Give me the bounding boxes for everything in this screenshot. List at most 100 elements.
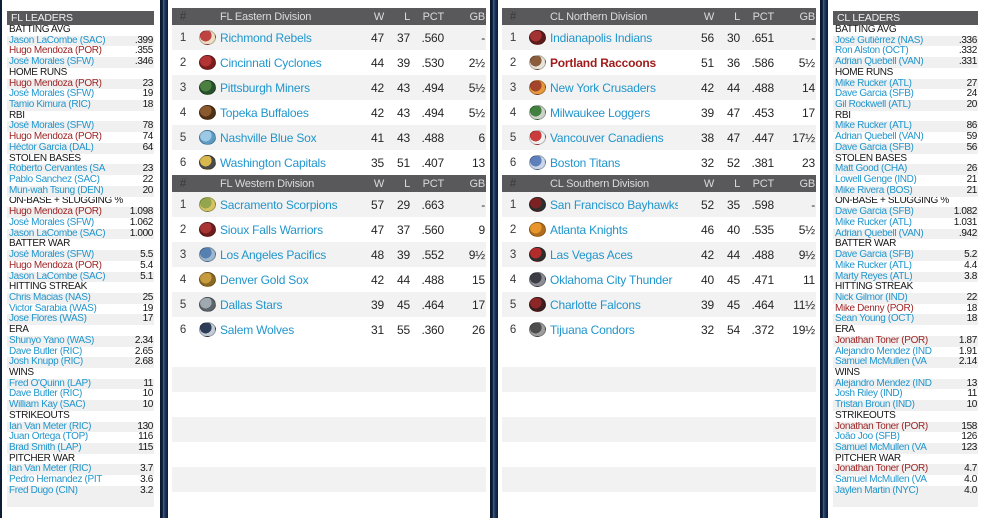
team-name-link[interactable]: Washington Capitals (220, 155, 326, 170)
leader-entry[interactable]: Mike Rucker (ATL) 86 (833, 121, 978, 133)
standings-row[interactable]: 1 Richmond Rebels 47 37 .560 - (172, 25, 486, 50)
leader-entry[interactable]: Dave Garcia (SFB) 1.082 (833, 207, 978, 218)
team-logo[interactable] (528, 222, 546, 237)
player-name-link[interactable]: Ron Alston (OCT) (835, 46, 909, 57)
player-name-link[interactable]: Mike Rucker (ATL) (835, 121, 912, 132)
team-name-link[interactable]: Boston Titans (550, 155, 621, 170)
player-name-link[interactable]: Chris Macias (NAS) (9, 292, 91, 303)
team-name-link[interactable]: Vancouver Canadiens (550, 130, 664, 145)
standings-row[interactable]: 4 Topeka Buffaloes 42 43 .494 5½ (172, 100, 486, 125)
player-name-link[interactable]: Nick Gilmor (IND) (835, 292, 908, 303)
team-logo[interactable] (198, 222, 216, 237)
leader-entry[interactable]: Mike Denny (POR) 18 (833, 304, 978, 315)
standings-row[interactable]: 6 Washington Capitals 35 51 .407 13 (172, 150, 486, 175)
player-name-link[interactable]: Marty Reyes (ATL) (835, 271, 913, 282)
player-name-link[interactable]: Mike Rucker (ATL) (835, 217, 912, 228)
leader-entry[interactable]: Tristan Broun (IND) 10 (833, 400, 978, 411)
leader-entry[interactable]: William Kay (SAC) 10 (7, 400, 154, 411)
team-name-link[interactable]: San Francisco Bayhawks (550, 197, 678, 212)
standings-row[interactable]: 6 Salem Wolves 31 55 .360 26 (172, 317, 486, 342)
standings-row[interactable]: 4 Denver Gold Sox 42 44 .488 15 (172, 267, 486, 292)
player-name-link[interactable]: Mun-wah Tsung (DEN) (9, 185, 104, 196)
leader-entry[interactable]: Mike Rucker (ATL) 27 (833, 78, 978, 90)
player-name-link[interactable]: Jaylen Martin (NYC) (835, 485, 919, 496)
leader-entry[interactable]: José Morales (SFW) 19 (7, 89, 154, 100)
player-name-link[interactable]: Dave Butler (RIC) (9, 346, 82, 357)
player-name-link[interactable]: José Morales (SFW) (9, 217, 94, 228)
player-name-link[interactable]: Mike Rucker (ATL) (835, 260, 912, 271)
leader-entry[interactable]: Jonathan Toner (POR) 4.7 (833, 464, 978, 476)
standings-row[interactable]: 1 San Francisco Bayhawks 52 35 .598 - (502, 192, 816, 217)
team-logo[interactable] (528, 105, 546, 120)
leader-entry[interactable]: Ian Van Meter (RIC) 130 (7, 421, 154, 433)
player-name-link[interactable]: Juan Ortega (TOP) (9, 432, 88, 443)
leader-entry[interactable]: Pedro Hernandez (PIT 3.6 (7, 475, 154, 486)
leader-entry[interactable]: Dave Butler (RIC) 10 (7, 389, 154, 400)
leader-entry[interactable]: Matt Good (CHA) 26 (833, 164, 978, 176)
player-name-link[interactable]: Ian Van Meter (RIC) (9, 421, 92, 432)
player-name-link[interactable]: Dave Garcia (SFB) (835, 142, 914, 153)
player-name-link[interactable]: Jason LaCombe (SAC) (9, 228, 106, 239)
team-logo[interactable] (528, 272, 546, 287)
team-name-link[interactable]: Tijuana Condors (550, 322, 635, 337)
player-name-link[interactable]: José Gutiérrez (NAS) (835, 35, 924, 46)
leader-entry[interactable]: Alejandro Mendez (IND 13 (833, 378, 978, 390)
team-logo[interactable] (528, 30, 546, 45)
team-logo[interactable] (198, 197, 216, 212)
team-name-link[interactable]: Sioux Falls Warriors (220, 222, 323, 237)
player-name-link[interactable]: Jason LaCombe (SAC) (9, 271, 106, 282)
leader-entry[interactable]: Josh Knupp (RIC) 2.68 (7, 357, 154, 368)
leader-entry[interactable]: Jonathan Toner (POR) 158 (833, 421, 978, 433)
leader-entry[interactable]: Hugo Mendoza (POR) 74 (7, 132, 154, 143)
leader-entry[interactable]: Roberto Cervantes (SA 23 (7, 164, 154, 176)
team-logo[interactable] (528, 80, 546, 95)
player-name-link[interactable]: Josh Riley (IND) (835, 389, 903, 400)
leader-entry[interactable]: Alejandro Mendez (IND 1.91 (833, 347, 978, 358)
player-name-link[interactable]: Sean Young (OCT) (835, 314, 914, 325)
player-name-link[interactable]: Shunyo Yano (WAS) (9, 335, 95, 346)
leader-entry[interactable]: Dave Butler (RIC) 2.65 (7, 347, 154, 358)
leader-entry[interactable]: Dave Garcia (SFB) 24 (833, 89, 978, 100)
standings-row[interactable]: 5 Dallas Stars 39 45 .464 17 (172, 292, 486, 317)
leader-entry[interactable]: Héctor García (DAL) 64 (7, 142, 154, 154)
leader-entry[interactable]: Jose Flores (WAS) 17 (7, 314, 154, 326)
leader-entry[interactable]: Victor Sarabia (WAS) 19 (7, 304, 154, 315)
leader-entry[interactable]: Samuel McMullen (VA 123 (833, 443, 978, 454)
leader-entry[interactable]: Sean Young (OCT) 18 (833, 314, 978, 326)
leader-entry[interactable]: Juan Ortega (TOP) 116 (7, 432, 154, 443)
player-name-link[interactable]: Alejandro Mendez (IND (835, 346, 932, 357)
leader-entry[interactable]: Gil Rockwell (ATL) 20 (833, 100, 978, 111)
player-name-link[interactable]: Gil Rockwell (ATL) (835, 100, 911, 110)
player-name-link[interactable]: William Kay (SAC) (9, 400, 86, 411)
leader-entry[interactable]: Mun-wah Tsung (DEN) 20 (7, 185, 154, 197)
team-name-link[interactable]: Cincinnati Cyclones (220, 55, 322, 70)
standings-row[interactable]: 4 Milwaukee Loggers 39 47 .453 17 (502, 100, 816, 125)
player-name-link[interactable]: José Morales (SFW) (9, 89, 94, 100)
leader-entry[interactable]: Jonathan Toner (POR) 1.87 (833, 335, 978, 347)
team-name-link[interactable]: Portland Raccoons (550, 55, 656, 70)
player-name-link[interactable]: Héctor García (DAL) (9, 142, 94, 153)
team-name-link[interactable]: Denver Gold Sox (220, 272, 309, 287)
team-logo[interactable] (198, 297, 216, 312)
leader-entry[interactable]: José Morales (SFW) 1.062 (7, 218, 154, 229)
team-name-link[interactable]: Pittsburgh Miners (220, 80, 310, 95)
team-name-link[interactable]: Los Angeles Pacifics (220, 247, 327, 262)
player-name-link[interactable]: Adrian Quebell (VAN) (835, 132, 924, 143)
standings-row[interactable]: 3 Los Angeles Pacifics 48 39 .552 9½ (172, 242, 486, 267)
player-name-link[interactable]: Hugo Mendoza (POR) (9, 260, 102, 271)
leader-entry[interactable]: José Morales (SFW) 78 (7, 121, 154, 133)
team-logo[interactable] (198, 272, 216, 287)
team-name-link[interactable]: New York Crusaders (550, 80, 656, 95)
team-name-link[interactable]: Atlanta Knights (550, 222, 628, 237)
leader-entry[interactable]: Adrian Quebell (VAN) .331 (833, 57, 978, 68)
standings-row[interactable]: 5 Nashville Blue Sox 41 43 .488 6 (172, 125, 486, 150)
leader-entry[interactable]: Hugo Mendoza (POR) 23 (7, 78, 154, 90)
leader-entry[interactable]: Hugo Mendoza (POR) .355 (7, 46, 154, 57)
leader-entry[interactable]: Brad Smith (LAP) 115 (7, 443, 154, 454)
leader-entry[interactable]: Dave Garcia (SFB) 5.2 (833, 250, 978, 261)
player-name-link[interactable]: Dave Garcia (SFB) (835, 207, 914, 218)
standings-row[interactable]: 6 Boston Titans 32 52 .381 23 (502, 150, 816, 175)
standings-row[interactable]: 2 Portland Raccoons 51 36 .586 5½ (502, 50, 816, 75)
leader-entry[interactable]: Hugo Mendoza (POR) 1.098 (7, 207, 154, 218)
standings-row[interactable]: 6 Tijuana Condors 32 54 .372 19½ (502, 317, 816, 342)
